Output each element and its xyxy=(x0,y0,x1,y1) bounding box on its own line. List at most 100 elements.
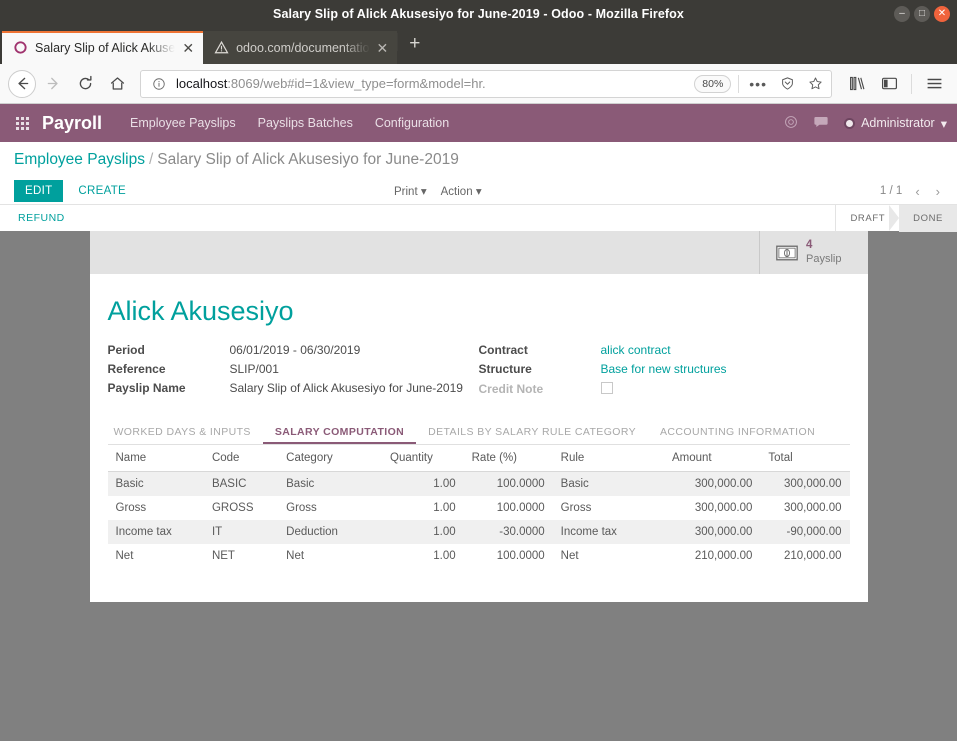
close-icon[interactable]: ✕ xyxy=(934,6,950,22)
column-header-name[interactable]: Name xyxy=(107,445,204,472)
cell-rate: 100.0000 xyxy=(496,502,545,514)
reload-button[interactable] xyxy=(70,69,100,99)
table-row[interactable]: Gross GROSS Gross 1.00 100.0000 Gross 30… xyxy=(108,496,850,520)
control-panel-buttons: EDIT CREATE Print ▾ Action ▾ 1 / 1 ‹ › xyxy=(14,178,943,204)
url-host: localhost xyxy=(176,76,228,91)
tab-accounting-information[interactable]: ACCOUNTING INFORMATION xyxy=(648,422,827,444)
pager-next-button[interactable]: › xyxy=(935,183,940,199)
tab-salary-computation[interactable]: SALARY COMPUTATION xyxy=(263,422,416,444)
forward-button[interactable] xyxy=(38,69,68,99)
breadcrumb-separator: / xyxy=(148,151,154,168)
sidebar-icon[interactable] xyxy=(874,69,904,99)
tab-details-by-salary-rule-category[interactable]: DETAILS BY SALARY RULE CATEGORY xyxy=(416,422,648,444)
zoom-level-badge[interactable]: 80% xyxy=(694,74,732,93)
user-menu[interactable]: Administrator ▾ xyxy=(844,116,947,131)
payslip-stat-button[interactable]: 4 Payslip xyxy=(759,231,867,274)
field-value-link[interactable]: Base for new structures xyxy=(600,362,727,376)
field-credit-note: Credit Note xyxy=(479,381,850,400)
page-title: Alick Akusesiyo xyxy=(107,296,294,326)
field-payslip-name: Payslip Name Salary Slip of Alick Akuses… xyxy=(108,381,479,400)
cell-quantity: 1.00 xyxy=(433,502,456,514)
column-header-rule[interactable]: Rule xyxy=(552,445,664,472)
action-dropdown[interactable]: Action ▾ xyxy=(441,184,482,198)
cell-quantity: 1.00 xyxy=(382,520,464,544)
column-header-quantity[interactable]: Quantity xyxy=(382,445,464,472)
refund-button[interactable]: REFUND xyxy=(18,212,65,224)
tab-close-icon[interactable]: ✕ xyxy=(182,39,195,56)
cell-quantity: 1.00 xyxy=(382,471,464,496)
cell-category: Gross xyxy=(286,502,317,514)
form-sheet: 4 Payslip Alick Akusesiyo Period 06/01/2… xyxy=(89,231,868,602)
create-button[interactable]: CREATE xyxy=(67,180,137,202)
url-text[interactable]: localhost:8069/web#id=1&view_type=form&m… xyxy=(176,76,687,91)
minimize-icon[interactable]: – xyxy=(894,6,910,22)
pager-previous-button[interactable]: ‹ xyxy=(915,183,920,199)
menu-payslips-batches[interactable]: Payslips Batches xyxy=(257,116,353,130)
status-stage-done[interactable]: DONE xyxy=(889,204,957,232)
url-bar[interactable]: localhost:8069/web#id=1&view_type=form&m… xyxy=(140,69,832,98)
column-header-amount[interactable]: Amount xyxy=(663,445,761,472)
toolbar-divider xyxy=(911,73,912,94)
star-icon[interactable] xyxy=(805,76,826,91)
tab-close-icon[interactable]: ✕ xyxy=(376,39,389,56)
site-info-icon[interactable] xyxy=(149,77,169,91)
window-controls: – □ ✕ xyxy=(894,0,950,28)
shield-icon[interactable] xyxy=(777,76,798,91)
avatar xyxy=(844,117,856,129)
activities-icon[interactable] xyxy=(784,115,798,132)
column-header-category[interactable]: Category xyxy=(278,445,383,472)
window-title: Salary Slip of Alick Akusesiyo for June-… xyxy=(273,7,684,21)
hamburger-menu-icon[interactable] xyxy=(919,69,949,99)
column-header-rate[interactable]: Rate (%) xyxy=(463,445,553,472)
app-brand[interactable]: Payroll xyxy=(42,112,103,133)
table-row[interactable]: Basic BASIC Basic 1.00 100.0000 Basic 30… xyxy=(107,471,850,496)
table-row[interactable]: Net NET Net 1.00 100.0000 Net 210,000.00… xyxy=(108,544,850,568)
column-header-code[interactable]: Code xyxy=(203,445,279,472)
payslip-stat-text: 4 Payslip xyxy=(806,238,841,266)
new-tab-button[interactable]: + xyxy=(409,32,421,54)
edit-button[interactable]: EDIT xyxy=(14,180,64,202)
field-period: Period 06/01/2019 - 06/30/2019 xyxy=(108,343,479,362)
field-label: Payslip Name xyxy=(107,381,186,395)
cell-name: Income tax xyxy=(107,520,204,544)
cell-name: Gross xyxy=(115,502,147,514)
odoo-favicon xyxy=(14,41,27,54)
payslip-stat-label: Payslip xyxy=(806,252,842,265)
maximize-icon[interactable]: □ xyxy=(914,6,930,22)
odoo-systray: Administrator ▾ xyxy=(784,115,947,132)
odoo-navbar: Payroll Employee Payslips Payslips Batch… xyxy=(0,104,957,142)
apps-menu-icon[interactable] xyxy=(16,116,29,130)
page-actions-icon[interactable]: ••• xyxy=(749,75,767,92)
chevron-down-icon: ▾ xyxy=(940,116,947,131)
home-button[interactable] xyxy=(102,69,132,99)
table-row[interactable]: Income tax IT Deduction 1.00 -30.0000 In… xyxy=(107,520,850,544)
messages-icon[interactable] xyxy=(813,115,829,132)
print-dropdown[interactable]: Print ▾ xyxy=(394,184,427,198)
credit-note-checkbox[interactable] xyxy=(600,382,613,394)
cell-total: 210,000.00 xyxy=(783,550,842,562)
browser-tab-title: odoo.com/documentatio xyxy=(236,40,370,55)
back-button[interactable] xyxy=(8,69,36,98)
field-value-link[interactable]: alick contract xyxy=(600,343,671,357)
browser-tab-active[interactable]: Salary Slip of Alick Akuse ✕ xyxy=(2,31,204,64)
cell-amount: 300,000.00 xyxy=(694,502,753,514)
user-name: Administrator xyxy=(861,116,935,130)
menu-employee-payslips[interactable]: Employee Payslips xyxy=(130,116,236,130)
tab-divider xyxy=(397,33,399,51)
library-icon[interactable] xyxy=(842,69,872,99)
url-path: :8069/web#id=1&view_type=form&model=hr. xyxy=(227,76,486,91)
menu-configuration[interactable]: Configuration xyxy=(374,116,450,130)
field-value: 06/01/2019 - 06/30/2019 xyxy=(229,343,361,357)
chevron-down-icon: ▾ xyxy=(420,186,427,198)
cell-code: NET xyxy=(211,550,235,562)
table-header-row: Name Code Category Quantity Rate (%) Rul… xyxy=(107,445,850,472)
field-label: Contract xyxy=(478,343,528,357)
breadcrumb-root[interactable]: Employee Payslips xyxy=(14,151,145,168)
tab-worked-days-inputs[interactable]: WORKED DAYS & INPUTS xyxy=(108,422,263,444)
column-header-total[interactable]: Total xyxy=(760,445,850,472)
cell-rate: -30.0000 xyxy=(463,520,553,544)
cell-rule: Income tax xyxy=(552,520,664,544)
status-stage-draft[interactable]: DRAFT xyxy=(850,212,886,224)
browser-toolbar-right xyxy=(842,69,949,99)
browser-tab-inactive[interactable]: odoo.com/documentatio ✕ xyxy=(203,31,398,64)
